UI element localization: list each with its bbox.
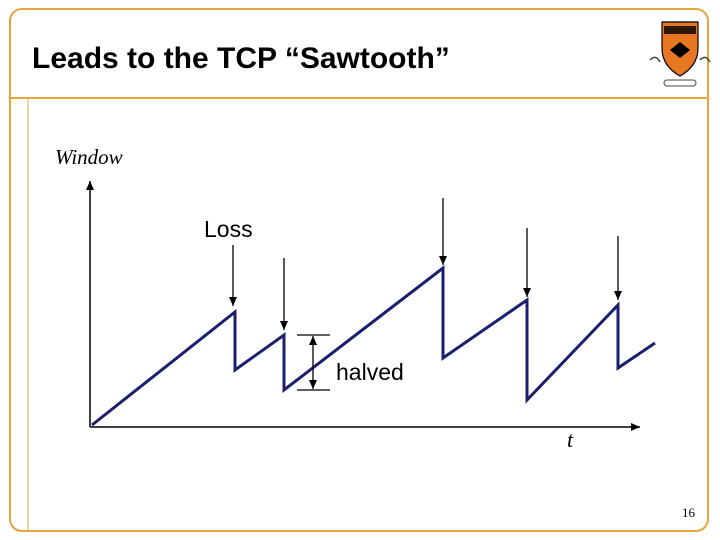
page-number: 16 [682, 505, 696, 520]
sawtooth-line [91, 264, 656, 427]
loss-label: Loss [204, 216, 253, 242]
halved-indicator [297, 334, 330, 391]
logo [649, 21, 711, 87]
halved-label: halved [336, 359, 404, 385]
x-axis-label: t [567, 427, 574, 452]
slide-title: Leads to the TCP “Sawtooth” [32, 42, 450, 75]
slide-frame [9, 8, 709, 532]
y-axis-label: Window [55, 145, 123, 169]
loss-arrows [229, 198, 622, 330]
